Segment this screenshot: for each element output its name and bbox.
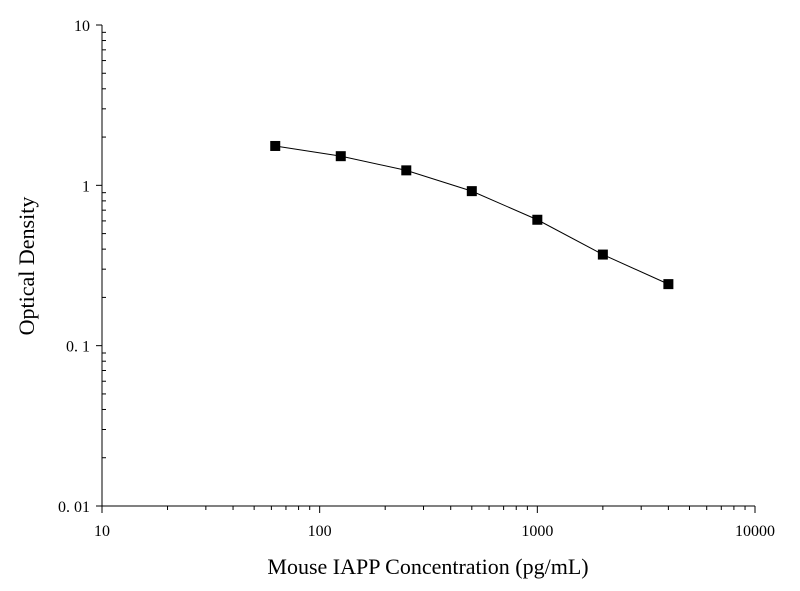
- x-axis-title: Mouse IAPP Concentration (pg/mL): [267, 554, 588, 579]
- x-tick-label: 100: [308, 523, 332, 540]
- y-tick-label: 0. 1: [66, 339, 90, 356]
- x-tick-label: 10000: [735, 523, 775, 540]
- data-point: [335, 151, 346, 162]
- data-point: [597, 249, 608, 260]
- y-tick-label: 1: [82, 178, 90, 195]
- y-axis-title: Optical Density: [14, 197, 39, 336]
- data-point: [532, 214, 543, 225]
- data-point: [270, 140, 281, 151]
- data-line: [275, 145, 669, 285]
- data-point: [401, 165, 412, 176]
- x-tick-label: 1000: [521, 523, 553, 540]
- x-tick-label: 10: [94, 523, 110, 540]
- y-tick-label: 0. 01: [58, 499, 90, 516]
- y-tick-label: 10: [74, 18, 90, 35]
- data-point: [663, 279, 674, 290]
- data-point: [466, 186, 477, 197]
